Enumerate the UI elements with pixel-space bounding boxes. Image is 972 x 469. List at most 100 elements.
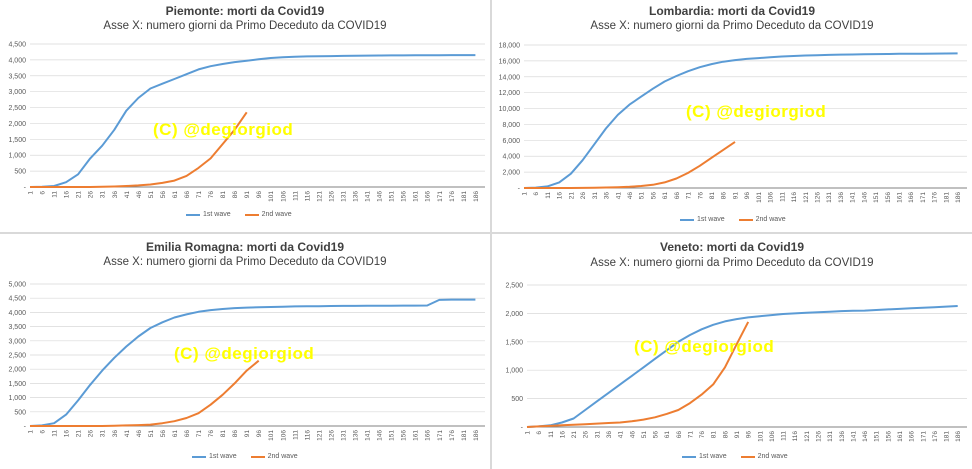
x-tick-label: 31 <box>594 431 601 439</box>
chart-subtitle: Asse X: numero giorni da Primo Deceduto … <box>590 20 874 32</box>
x-tick-label: 81 <box>709 192 716 200</box>
x-tick-label: 6 <box>536 431 543 435</box>
legend-label: 1st wave <box>203 211 231 218</box>
x-tick-label: 126 <box>816 431 823 442</box>
y-tick-label: 3,500 <box>8 73 26 80</box>
x-tick-label: 46 <box>627 192 634 200</box>
x-tick-label: 181 <box>461 430 468 441</box>
x-tick-label: 156 <box>401 191 408 202</box>
y-tick-label: 1,000 <box>8 395 26 402</box>
x-tick-label: 86 <box>722 431 729 439</box>
y-tick-label: 2,000 <box>8 367 26 374</box>
x-tick-label: 166 <box>425 430 432 441</box>
x-tick-label: 86 <box>232 430 239 438</box>
x-tick-label: 1 <box>28 430 35 434</box>
y-tick-label: 2,000 <box>502 170 520 177</box>
series-line-1st-wave <box>523 52 958 189</box>
x-tick-label: 101 <box>756 192 763 203</box>
chart-panel-emilia-romagna: Emilia Romagna: morti da Covid19 Asse X:… <box>0 234 490 469</box>
x-tick-label: 146 <box>377 191 384 202</box>
x-tick-label: 16 <box>557 192 564 200</box>
x-tick-label: 156 <box>401 430 408 441</box>
x-tick-label: 21 <box>76 191 83 199</box>
x-tick-label: 171 <box>437 191 444 202</box>
x-tick-label: 41 <box>124 191 131 199</box>
x-tick-label: 186 <box>473 430 480 441</box>
x-tick-label: 111 <box>292 191 299 201</box>
series-line-1st-wave <box>526 305 958 428</box>
x-tick-label: 61 <box>172 191 179 199</box>
series-line-2nd-wave <box>526 321 750 428</box>
x-tick-label: 181 <box>943 192 950 203</box>
y-tick-label: 4,000 <box>8 310 26 317</box>
chart-legend: 1st wave 2nd wave <box>186 211 292 218</box>
x-tick-label: 66 <box>184 430 191 438</box>
series-line-2nd-wave <box>30 359 260 427</box>
x-tick-label: 176 <box>449 191 456 202</box>
x-tick-label: 106 <box>768 192 775 203</box>
x-tick-label: 111 <box>781 431 788 441</box>
chart-title: Piemonte: morti da Covid19 <box>165 4 325 18</box>
x-tick-label: 71 <box>687 431 694 439</box>
x-tick-label: 156 <box>885 192 892 203</box>
x-tick-label: 106 <box>769 431 776 442</box>
x-tick-label: 26 <box>88 430 95 438</box>
legend-label: 1st wave <box>209 453 237 460</box>
x-tick-label: 26 <box>88 191 95 199</box>
x-tick-label: 146 <box>861 192 868 203</box>
x-tick-label: 161 <box>897 431 904 442</box>
x-tick-label: 56 <box>160 430 167 438</box>
x-tick-label: 176 <box>932 192 939 203</box>
x-tick-label: 181 <box>944 431 951 442</box>
chart-panel-veneto: Veneto: morti da Covid19 Asse X: numero … <box>492 234 972 469</box>
watermark: (C) @degiorgiod <box>153 120 294 139</box>
y-tick-label: 2,000 <box>505 311 523 318</box>
y-tick-label: 12,000 <box>499 90 521 97</box>
x-tick-label: 131 <box>340 191 347 202</box>
y-tick-label: 5,000 <box>8 282 26 289</box>
x-tick-label: 11 <box>52 191 59 198</box>
chart-plot: - 500 1,000 1,500 2,000 2,500 3,000 3,500 4,000 4… <box>8 42 485 202</box>
y-tick-label: 1,000 <box>8 153 26 160</box>
x-tick-label: 16 <box>559 431 566 439</box>
x-tick-label: 171 <box>437 430 444 441</box>
x-tick-label: 131 <box>827 431 834 442</box>
legend-item-2nd-wave: 2nd wave <box>244 211 292 218</box>
x-tick-label: 81 <box>220 430 227 438</box>
legend-label: 1st wave <box>697 216 725 223</box>
x-tick-label: 26 <box>583 431 590 439</box>
x-tick-label: 121 <box>803 192 810 203</box>
y-tick-label: 4,500 <box>8 296 26 303</box>
y-tick-label: 2,500 <box>8 353 26 360</box>
watermark: (C) @degiorgiod <box>634 337 775 356</box>
x-tick-label: 106 <box>280 430 287 441</box>
x-tick-label: 86 <box>232 191 239 199</box>
x-tick-label: 96 <box>256 191 263 199</box>
x-tick-label: 76 <box>208 191 215 199</box>
x-tick-label: 11 <box>548 431 555 438</box>
x-tick-label: 21 <box>571 431 578 439</box>
x-tick-label: 51 <box>148 191 155 199</box>
x-tick-label: 6 <box>533 192 540 196</box>
x-tick-label: 146 <box>377 430 384 441</box>
x-tick-label: 31 <box>100 191 107 199</box>
x-tick-label: 121 <box>316 430 323 441</box>
y-tick-label: 2,500 <box>505 283 523 290</box>
chart-plot: - 500 1,000 1,500 2,000 2,500 3,000 3,500 4,000 4… <box>8 282 485 441</box>
y-tick-label: 4,000 <box>502 154 520 161</box>
x-tick-label: 111 <box>779 192 786 202</box>
x-tick-label: 121 <box>316 191 323 202</box>
x-tick-label: 41 <box>615 192 622 200</box>
x-tick-label: 181 <box>461 191 468 202</box>
chart-subtitle: Asse X: numero giorni da Primo Deceduto … <box>590 257 874 269</box>
y-tick-label: 4,000 <box>8 57 26 64</box>
x-tick-label: 36 <box>606 431 613 439</box>
x-tick-label: 61 <box>172 430 179 438</box>
x-tick-label: 6 <box>40 430 47 434</box>
x-tick-label: 51 <box>148 430 155 438</box>
x-tick-label: 41 <box>124 430 131 438</box>
chart-panel-lombardia: Lombardia: morti da Covid19 Asse X: nume… <box>492 0 972 232</box>
chart-title: Veneto: morti da Covid19 <box>659 240 805 254</box>
chart-panel-piemonte: Piemonte: morti da Covid19 Asse X: numer… <box>0 0 490 232</box>
